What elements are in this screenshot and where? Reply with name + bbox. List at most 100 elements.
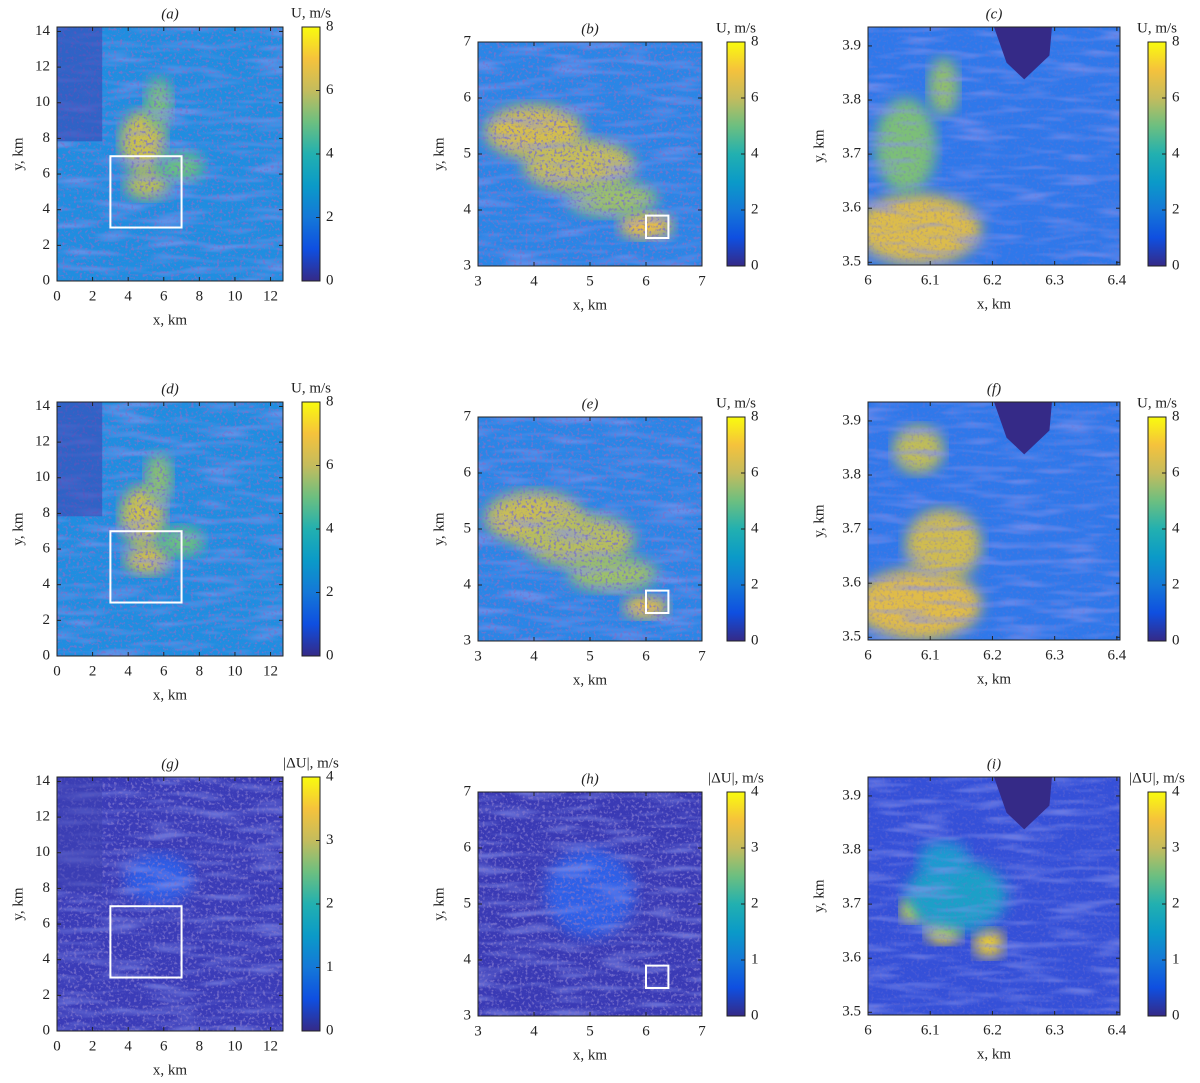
y-tick-label: 7 bbox=[464, 33, 472, 49]
x-tick-label: 0 bbox=[53, 663, 61, 679]
x-tick-label: 6.4 bbox=[1108, 1022, 1127, 1038]
x-axis-label: x, km bbox=[977, 296, 1012, 312]
y-axis-label: y, km bbox=[811, 879, 827, 913]
axes-box bbox=[867, 26, 1121, 266]
y-tick-label: 3.7 bbox=[842, 521, 861, 537]
dark-region bbox=[994, 402, 1052, 455]
y-tick-label: 3.6 bbox=[842, 200, 861, 216]
colorbar-label: |ΔU|, m/s bbox=[1129, 770, 1185, 786]
heatmap-field bbox=[478, 792, 702, 1016]
axes-box bbox=[867, 401, 1121, 641]
zoom-box bbox=[645, 964, 670, 989]
x-tick-label: 3 bbox=[474, 648, 482, 664]
colorbar-label: |ΔU|, m/s bbox=[283, 755, 339, 771]
x-tick-label: 6.1 bbox=[921, 647, 940, 663]
panel-title: (i) bbox=[987, 756, 1001, 772]
colorbar-tick-label: 0 bbox=[751, 257, 759, 273]
colorbar-tick-label: 2 bbox=[1172, 576, 1180, 592]
x-axis-label: x, km bbox=[153, 687, 188, 703]
x-tick-label: 10 bbox=[227, 288, 242, 304]
left-strip bbox=[57, 27, 103, 142]
x-tick-label: 6.3 bbox=[1045, 647, 1064, 663]
colorbar-tick-label: 8 bbox=[1172, 33, 1180, 49]
field-speckle bbox=[478, 417, 702, 641]
panel-title: (f) bbox=[987, 381, 1001, 397]
y-tick-label: 3.5 bbox=[842, 254, 861, 270]
x-tick-label: 10 bbox=[227, 663, 242, 679]
y-tick-label: 0 bbox=[43, 1022, 51, 1038]
panel-title: (h) bbox=[581, 771, 599, 787]
x-tick-label: 6.3 bbox=[1045, 1022, 1064, 1038]
colorbar-label: U, m/s bbox=[716, 395, 756, 411]
y-tick-label: 8 bbox=[43, 505, 51, 521]
x-tick-label: 6.1 bbox=[921, 1022, 940, 1038]
x-tick-label: 4 bbox=[124, 288, 132, 304]
y-axis-label: y, km bbox=[431, 887, 447, 921]
x-tick-label: 10 bbox=[227, 1038, 242, 1054]
axes-box bbox=[56, 776, 284, 1032]
zoom-box bbox=[645, 214, 670, 240]
colorbar-tick-label: 2 bbox=[326, 584, 334, 600]
y-tick-label: 0 bbox=[43, 647, 51, 663]
field-speckle bbox=[868, 402, 1120, 640]
left-strip bbox=[57, 777, 103, 892]
y-tick-label: 4 bbox=[464, 576, 472, 592]
x-tick-label: 4 bbox=[124, 663, 132, 679]
x-tick-label: 12 bbox=[263, 663, 278, 679]
y-tick-label: 3.8 bbox=[842, 91, 861, 107]
colorbar-tick-label: 0 bbox=[326, 647, 334, 663]
x-tick-label: 6 bbox=[864, 272, 872, 288]
colorbar-tick-label: 3 bbox=[1172, 839, 1180, 855]
colorbar-tick-label: 1 bbox=[1172, 951, 1180, 967]
dark-region bbox=[994, 27, 1052, 80]
field-speckle bbox=[478, 792, 702, 1016]
y-tick-label: 12 bbox=[35, 434, 50, 450]
y-axis-label: y, km bbox=[431, 137, 447, 171]
heatmap-field bbox=[57, 27, 283, 281]
x-tick-label: 12 bbox=[263, 1038, 278, 1054]
y-tick-label: 2 bbox=[43, 612, 51, 628]
x-tick-label: 6.4 bbox=[1108, 272, 1127, 288]
x-tick-label: 6.2 bbox=[983, 272, 1002, 288]
colorbar-label: U, m/s bbox=[716, 20, 756, 36]
x-tick-label: 4 bbox=[530, 1023, 538, 1039]
colorbar-tick-label: 4 bbox=[326, 768, 334, 784]
y-tick-label: 3.5 bbox=[842, 1004, 861, 1020]
x-tick-label: 5 bbox=[586, 1023, 594, 1039]
colorbar-tick-label: 0 bbox=[1172, 257, 1180, 273]
colorbar-tick-label: 2 bbox=[751, 201, 759, 217]
x-tick-label: 7 bbox=[698, 273, 706, 289]
x-tick-label: 6.2 bbox=[983, 647, 1002, 663]
y-tick-label: 10 bbox=[35, 844, 50, 860]
y-tick-label: 4 bbox=[43, 951, 51, 967]
x-tick-label: 2 bbox=[89, 288, 97, 304]
field-speckle bbox=[868, 27, 1120, 265]
colorbar-tick-label: 1 bbox=[326, 959, 334, 975]
colorbar-tick-label: 6 bbox=[326, 82, 334, 98]
colorbar-tick-label: 8 bbox=[751, 408, 759, 424]
axes-box bbox=[867, 776, 1121, 1016]
field-speckle bbox=[868, 777, 1120, 1015]
y-axis-label: y, km bbox=[10, 137, 26, 171]
colorbar-tick-label: 4 bbox=[1172, 783, 1180, 799]
colorbar-tick-label: 3 bbox=[326, 832, 334, 848]
colorbar-tick-label: 6 bbox=[326, 457, 334, 473]
colorbar-tick-label: 3 bbox=[751, 839, 759, 855]
colorbar-label: U, m/s bbox=[1137, 20, 1177, 36]
y-axis-label: y, km bbox=[10, 887, 26, 921]
y-tick-label: 2 bbox=[43, 987, 51, 1003]
y-tick-label: 3.8 bbox=[842, 841, 861, 857]
y-tick-label: 14 bbox=[35, 398, 51, 414]
panel-title: (b) bbox=[581, 21, 599, 37]
y-tick-label: 3.6 bbox=[842, 950, 861, 966]
x-tick-label: 4 bbox=[530, 648, 538, 664]
heatmap-field bbox=[868, 777, 1120, 1015]
dark-region bbox=[994, 777, 1052, 830]
colorbar-tick-label: 4 bbox=[326, 520, 334, 536]
x-axis-label: x, km bbox=[153, 1062, 188, 1078]
heatmap-field bbox=[868, 27, 1120, 265]
x-tick-label: 6 bbox=[864, 647, 872, 663]
x-tick-label: 6 bbox=[160, 1038, 168, 1054]
y-tick-label: 6 bbox=[464, 464, 472, 480]
colorbar-tick-label: 6 bbox=[1172, 464, 1180, 480]
